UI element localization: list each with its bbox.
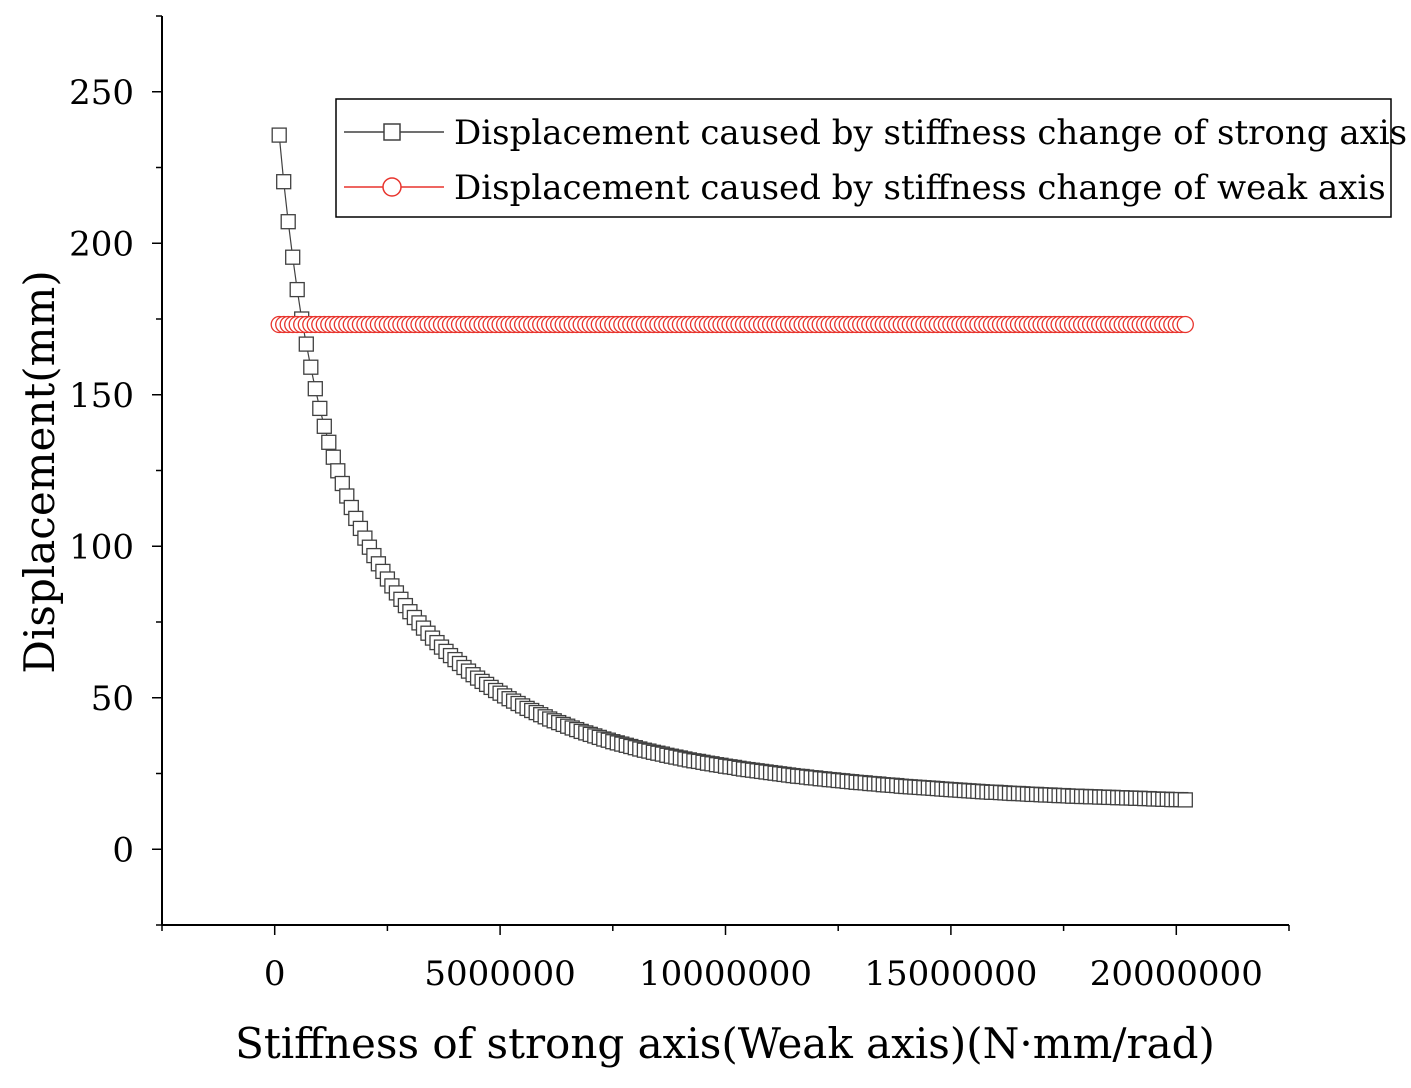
data-point-strong [285,249,301,265]
data-point-strong [321,434,337,450]
legend-box [335,98,1392,218]
x-tick-label: 20000000 [1090,954,1263,994]
x-tick-label: 0 [264,954,286,994]
x-axis: 0 5000000 10000000 15000000 20000000 [161,925,1290,994]
legend-label-strong: Displacement caused by stiffness change … [454,113,1407,153]
data-point-strong [307,381,323,397]
x-tick-label: 5000000 [424,954,575,994]
data-point-weak [1176,315,1194,334]
data-point-strong [280,214,296,230]
data-point-strong [289,281,305,298]
data-point-strong [298,336,314,352]
y-tick-label: 250 [69,73,134,113]
x-axis-title: Stiffness of strong axis(Weak axis)(N·mm… [235,1019,1215,1068]
series-strong-axis [271,127,1193,808]
x-tick-label: 15000000 [864,954,1037,994]
data-point-strong [276,174,292,190]
legend-marker-strong [383,123,401,141]
data-point-strong [330,463,346,479]
series-strong-line [278,135,1186,801]
legend-marker-weak [382,177,402,197]
data-point-strong [271,127,287,143]
y-axis: 0 50 100 150 200 250 [69,15,162,926]
data-point-strong [312,400,328,417]
data-point-strong [1177,792,1193,808]
y-tick-label: 0 [112,830,134,870]
y-tick-label: 50 [91,679,134,719]
y-tick-label: 150 [69,376,134,416]
series-weak-axis [270,315,1194,334]
legend-label-weak: Displacement caused by stiffness change … [454,168,1386,208]
data-point-strong [325,449,341,465]
data-point-strong [316,418,332,434]
data-point-strong [303,359,319,375]
x-tick-label: 10000000 [639,954,812,994]
y-tick-label: 200 [69,224,134,264]
y-tick-label: 100 [69,527,134,567]
legend: Displacement caused by stiffness change … [335,98,1407,218]
y-axis-title: Displacement(mm) [15,270,64,673]
